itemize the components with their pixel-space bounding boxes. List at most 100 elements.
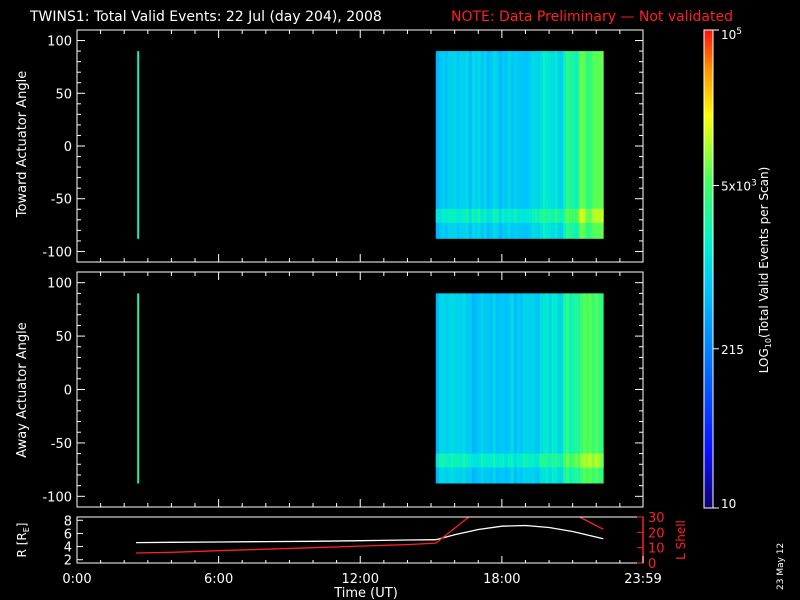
heatmap-cell xyxy=(594,453,599,468)
heatmap-cell xyxy=(450,208,455,223)
heatmap-cell xyxy=(588,293,593,484)
heatmap-cell xyxy=(501,293,506,484)
heatmap-cell xyxy=(435,293,440,484)
heatmap-cell xyxy=(600,51,604,239)
heatmap-cell xyxy=(539,453,543,468)
heatmap-cell xyxy=(582,208,587,223)
x-tick-label: 18:00 xyxy=(483,572,520,587)
heatmap-cell xyxy=(453,208,458,223)
away-ylabel: Away Actuator Angle xyxy=(15,322,30,457)
heatmap-cell xyxy=(597,51,602,239)
r-tick-label: 8 xyxy=(64,514,72,529)
heatmap-cell xyxy=(510,453,515,468)
x-tick-label: 12:00 xyxy=(342,572,379,587)
heatmap-cell xyxy=(462,453,467,468)
heatmap-cell xyxy=(453,51,458,239)
x-tick-label: 6:00 xyxy=(204,572,233,587)
heatmap-cell xyxy=(578,208,581,223)
heatmap-cell xyxy=(542,453,546,468)
heatmap-cell xyxy=(474,293,479,484)
heatmap-cell xyxy=(569,51,573,239)
heatmap-cell xyxy=(465,453,470,468)
lshell-tick-label: 30 xyxy=(648,511,665,526)
heatmap-cell xyxy=(531,453,536,468)
heatmap-cell xyxy=(588,208,593,223)
heatmap-cell xyxy=(444,208,449,223)
heatmap-cell xyxy=(579,453,584,468)
heatmap-cell xyxy=(600,208,604,223)
y-tick-label: 100 xyxy=(47,277,72,292)
r-tick-label: 6 xyxy=(64,527,72,542)
heatmap-cell xyxy=(563,453,567,468)
heatmap-cell xyxy=(585,453,590,468)
r-axis-label: R [RE] xyxy=(15,523,31,558)
heatmap-cell xyxy=(435,453,440,468)
heatmap-cell xyxy=(600,453,604,468)
heatmap-cell xyxy=(537,51,540,239)
heatmap-cell xyxy=(450,453,455,468)
heatmap-cell xyxy=(531,208,536,223)
heatmap-cell xyxy=(534,453,539,468)
heatmap-cell xyxy=(492,293,497,484)
heatmap-cell xyxy=(510,293,515,484)
heatmap-cell xyxy=(600,293,604,484)
heatmap-cell xyxy=(450,293,455,484)
heatmap-cell xyxy=(495,453,500,468)
heatmap-cell xyxy=(534,208,539,223)
heatmap-cell xyxy=(534,51,539,239)
heatmap-cell xyxy=(539,208,543,223)
heatmap-cell xyxy=(548,51,552,239)
heatmap-cell xyxy=(539,293,543,484)
heatmap-cell xyxy=(507,453,512,468)
heatmap-cell xyxy=(438,208,443,223)
time-axis-label: Time (UT) xyxy=(333,586,398,600)
heatmap-cell xyxy=(486,208,491,223)
heatmap-cell xyxy=(528,293,533,484)
heatmap-cell xyxy=(441,208,446,223)
heatmap-cell xyxy=(447,51,452,239)
heatmap-cell xyxy=(572,51,576,239)
heatmap-cell xyxy=(531,51,536,239)
heatmap-cell xyxy=(519,453,524,468)
x-tick-label: 23:59 xyxy=(624,572,661,587)
heatmap-cell xyxy=(507,208,512,223)
heatmap-cell xyxy=(594,293,599,484)
heatmap-cell xyxy=(450,51,455,239)
heatmap-cell xyxy=(444,453,449,468)
heatmap-cell xyxy=(591,51,596,239)
heatmap-cell xyxy=(557,453,561,468)
heatmap-cell xyxy=(501,453,506,468)
y-tick-label: -100 xyxy=(42,245,72,260)
heatmap-cell xyxy=(585,293,590,484)
heatmap-cell xyxy=(486,453,491,468)
r-tick-label: 4 xyxy=(64,541,72,556)
heatmap-cell xyxy=(489,51,494,239)
heatmap-cell xyxy=(528,51,533,239)
heatmap-cell xyxy=(578,51,581,239)
heatmap-cell xyxy=(447,208,452,223)
heatmap-cell xyxy=(528,208,533,223)
heatmap-cell xyxy=(522,293,527,484)
heatmap-cell xyxy=(560,208,564,223)
heatmap-cell xyxy=(545,208,549,223)
heatmap-cell xyxy=(585,51,590,239)
lshell-tick-label: 0 xyxy=(648,557,656,572)
heatmap-cell xyxy=(489,293,494,484)
heatmap-cell xyxy=(459,453,464,468)
date-stamp: 23 May 12 xyxy=(776,543,786,590)
heatmap-cell xyxy=(495,208,500,223)
heatmap-cell xyxy=(459,208,464,223)
heatmap-cell xyxy=(575,453,579,468)
heatmap-cell xyxy=(591,453,596,468)
heatmap-cell xyxy=(539,51,543,239)
heatmap-cell xyxy=(438,51,443,239)
heatmap-cell xyxy=(465,208,470,223)
colorbar-gradient xyxy=(703,29,714,509)
heatmap-cell xyxy=(597,453,602,468)
heatmap-cell xyxy=(462,208,467,223)
heatmap-cell xyxy=(579,208,584,223)
lshell-tick-label: 10 xyxy=(648,542,665,557)
heatmap-cell xyxy=(566,453,570,468)
